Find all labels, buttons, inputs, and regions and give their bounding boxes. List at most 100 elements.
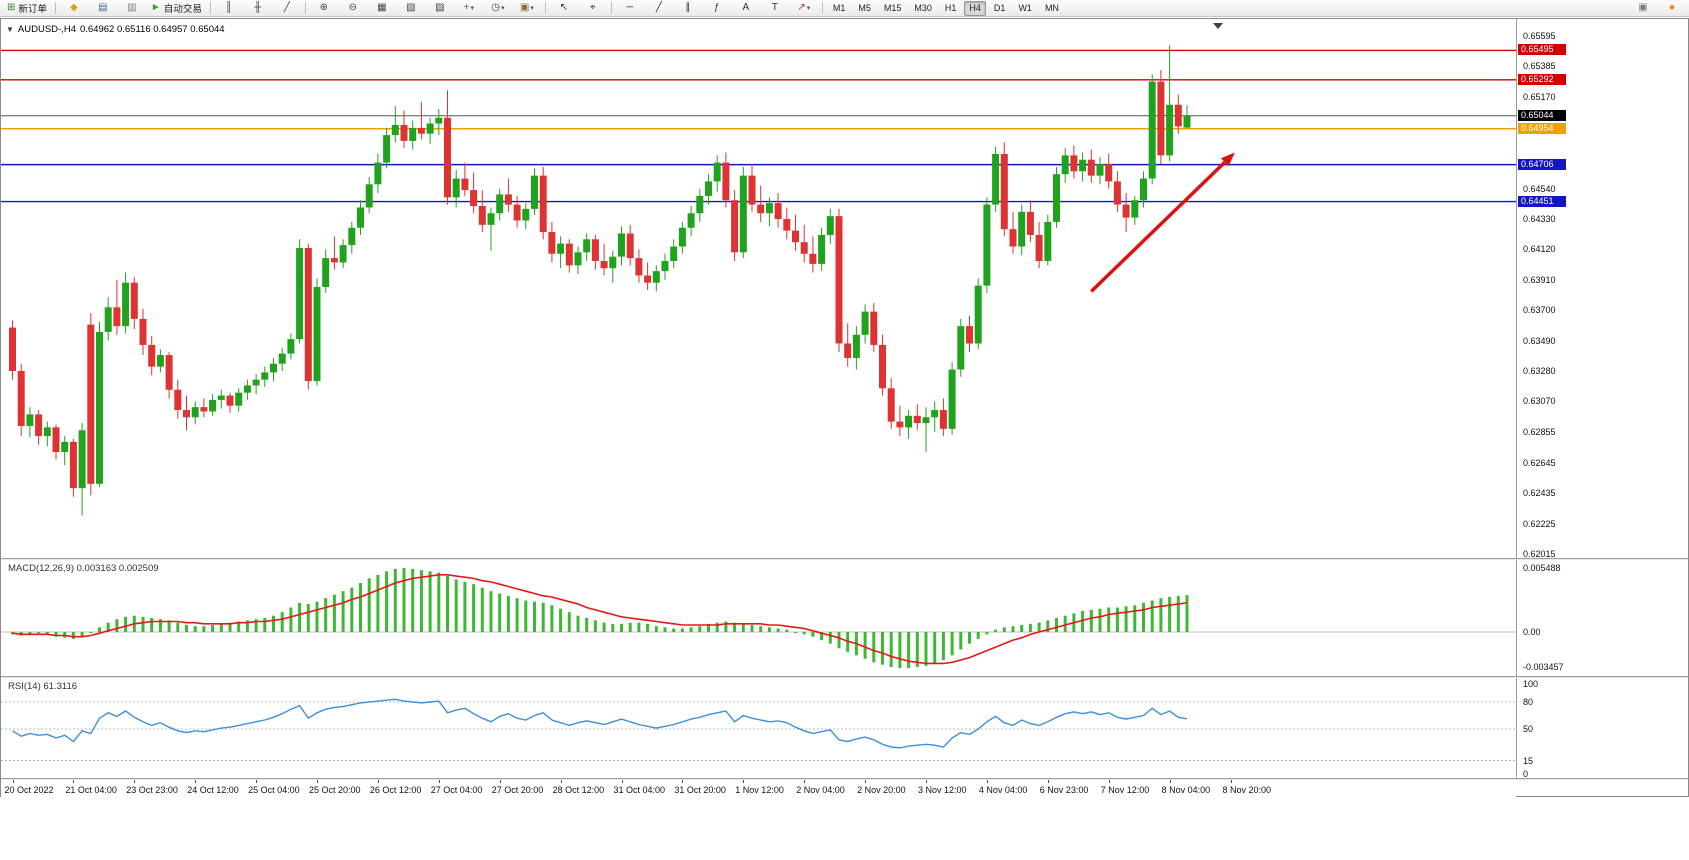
line-chart-type-button[interactable]: ╱	[273, 0, 301, 17]
time-axis-tick	[12, 780, 14, 783]
timeframe-button-d1[interactable]: D1	[993, 2, 1006, 13]
macd-indicator-pane[interactable]: MACD(12,26,9) 0.003163 0.002509	[1, 560, 1516, 676]
dropdown-caret-icon: ▾	[806, 5, 811, 12]
chart-ohlc-values: 0.64962 0.65116 0.64957 0.65044	[79, 24, 225, 35]
price-axis[interactable]: 0.65595 0.65385 0.65170 0.64540 0.64330 0.641…	[1517, 19, 1688, 780]
arrows-button[interactable]: ↗ ▾	[790, 0, 818, 17]
time-axis-tick	[743, 780, 745, 783]
timeframe-button-m30[interactable]: M30	[914, 2, 932, 13]
channel-button[interactable]: ∥	[674, 0, 702, 17]
price-tick-label: 0.62225	[1523, 518, 1556, 529]
time-axis-label: 2 Nov 04:00	[796, 785, 845, 795]
time-axis-tick	[1047, 780, 1049, 783]
crosshair-icon: ⌖	[590, 2, 596, 13]
rsi-axis-label: 50	[1523, 724, 1534, 734]
trendline-button[interactable]: ╱	[645, 0, 673, 17]
time-axis-tick	[560, 780, 562, 783]
crosshair-button[interactable]: ⌖	[579, 0, 607, 17]
timeframe-button-m1[interactable]: M1	[832, 2, 846, 13]
text-label-button[interactable]: T	[761, 0, 789, 17]
notifications-icon[interactable]: ●	[1658, 0, 1686, 17]
time-axis-label: 24 Oct 12:00	[187, 785, 239, 795]
time-axis-label: 23 Oct 23:00	[126, 785, 178, 795]
timeframe-button-m5[interactable]: M5	[858, 2, 871, 13]
tile-windows-icon: ▦	[377, 2, 387, 13]
timeframe-button-m15[interactable]: M15	[883, 2, 902, 13]
macd-signal-line	[12, 574, 1188, 665]
horizontal-line-button[interactable]: ─	[616, 0, 644, 17]
pane-splitter-time[interactable]	[1, 778, 1688, 780]
indicators-button[interactable]: + ▾	[455, 0, 483, 17]
price-tick-label: 0.62015	[1523, 549, 1556, 559]
chart-dropdown-icon[interactable]: ▼	[6, 25, 14, 34]
time-axis-tick	[134, 780, 136, 783]
candlestick-chart	[1, 23, 1516, 516]
zoom-in-icon: ⊕	[319, 2, 329, 13]
rsi-indicator-pane[interactable]: RSI(14) 61.3116	[1, 678, 1516, 778]
price-tick-label: 0.63700	[1523, 305, 1556, 316]
rsi-label: RSI(14) 61.3116	[8, 681, 78, 692]
time-axis[interactable]: 20 Oct 2022 21 Oct 04:00 23 Oct 23:00 24 Oc…	[1, 780, 1516, 798]
trend-arrow-annotation[interactable]	[1090, 152, 1235, 293]
templates-icon: ▣	[519, 2, 530, 13]
timeframe-button-h4[interactable]: H4	[964, 0, 986, 16]
zoom-out-button[interactable]: ⊖	[339, 0, 367, 17]
new-order-button-label: 新订单	[18, 4, 47, 15]
arrange-windows-button[interactable]: ▨	[426, 0, 454, 17]
fibonacci-icon: ƒ	[714, 2, 720, 13]
autotrading-play-icon: ►	[150, 2, 161, 13]
timeframe-button-mn[interactable]: MN	[1044, 2, 1059, 13]
periods-button[interactable]: ◷ ▾	[484, 0, 512, 17]
cursor-button[interactable]: ↖	[550, 0, 578, 17]
price-tick-label: 0.62855	[1523, 427, 1556, 438]
autotrading-button-label: 自动交易	[163, 4, 202, 15]
timeframe-button-w1[interactable]: W1	[1018, 2, 1032, 13]
price-tick-label: 0.63490	[1523, 335, 1556, 346]
bar-chart-type-button[interactable]: ║	[215, 0, 243, 17]
price-level-lines[interactable]	[1, 49, 1516, 203]
chart-shift-marker-icon[interactable]	[1213, 23, 1223, 29]
pivot-line-price-label: 0.64954	[1518, 122, 1566, 134]
toolbar-separator	[821, 2, 823, 14]
market-watch-icon-icon: ▤	[98, 2, 108, 13]
time-axis-label: 28 Oct 12:00	[552, 785, 605, 795]
chart-title: ▼ AUDUSD-,H4 0.64962 0.65116 0.64957 0.6…	[6, 24, 225, 35]
time-axis-tick	[621, 780, 623, 783]
price-chart-pane[interactable]	[1, 19, 1516, 558]
cascade-windows-button[interactable]: ▧	[397, 0, 425, 17]
macd-axis-label: 0.005488	[1523, 563, 1561, 573]
macd-axis-label: 0.00	[1523, 627, 1541, 637]
time-axis-tick	[986, 780, 988, 783]
navigator-icon[interactable]: ▥	[118, 0, 146, 17]
rsi-axis-label: 15	[1523, 755, 1534, 766]
time-axis-label: 25 Oct 04:00	[248, 785, 300, 795]
tile-windows-button[interactable]: ▦	[368, 0, 396, 17]
fibonacci-button[interactable]: ƒ	[703, 0, 731, 17]
price-tick-label: 0.64540	[1523, 183, 1556, 194]
time-axis-tick	[317, 780, 318, 783]
market-watch-icon[interactable]: ▤	[89, 0, 117, 17]
time-axis-label: 31 Oct 20:00	[674, 785, 726, 795]
chat-icon[interactable]: ▣	[1629, 0, 1657, 17]
indicators-icon: +	[463, 2, 470, 13]
favorites-icon[interactable]: ◆	[60, 0, 88, 17]
resistance-line-1-price-label: 0.65495	[1518, 44, 1566, 56]
templates-button[interactable]: ▣ ▾	[513, 0, 541, 17]
text-icon: A	[742, 2, 750, 13]
candlestick-chart-type-button[interactable]: ╫	[244, 0, 272, 17]
time-axis-tick	[1169, 780, 1171, 783]
timeframe-button-h1[interactable]: H1	[944, 2, 957, 13]
macd-histogram	[11, 567, 1189, 669]
time-axis-label: 1 Nov 12:00	[735, 785, 784, 795]
time-axis-label: 31 Oct 04:00	[613, 785, 666, 795]
chart-symbol-period: AUDUSD-,H4	[17, 24, 76, 35]
text-button[interactable]: A	[732, 0, 760, 17]
pane-splitter-macd[interactable]	[1, 558, 1688, 560]
pane-splitter-rsi[interactable]	[1, 676, 1688, 678]
price-tick-label: 0.63910	[1523, 274, 1556, 285]
new-order-button[interactable]: ⊞ 新订单	[3, 0, 51, 17]
autotrading-button[interactable]: ► 自动交易	[147, 0, 206, 17]
time-axis-label: 3 Nov 12:00	[918, 785, 967, 795]
zoom-in-button[interactable]: ⊕	[310, 0, 338, 17]
